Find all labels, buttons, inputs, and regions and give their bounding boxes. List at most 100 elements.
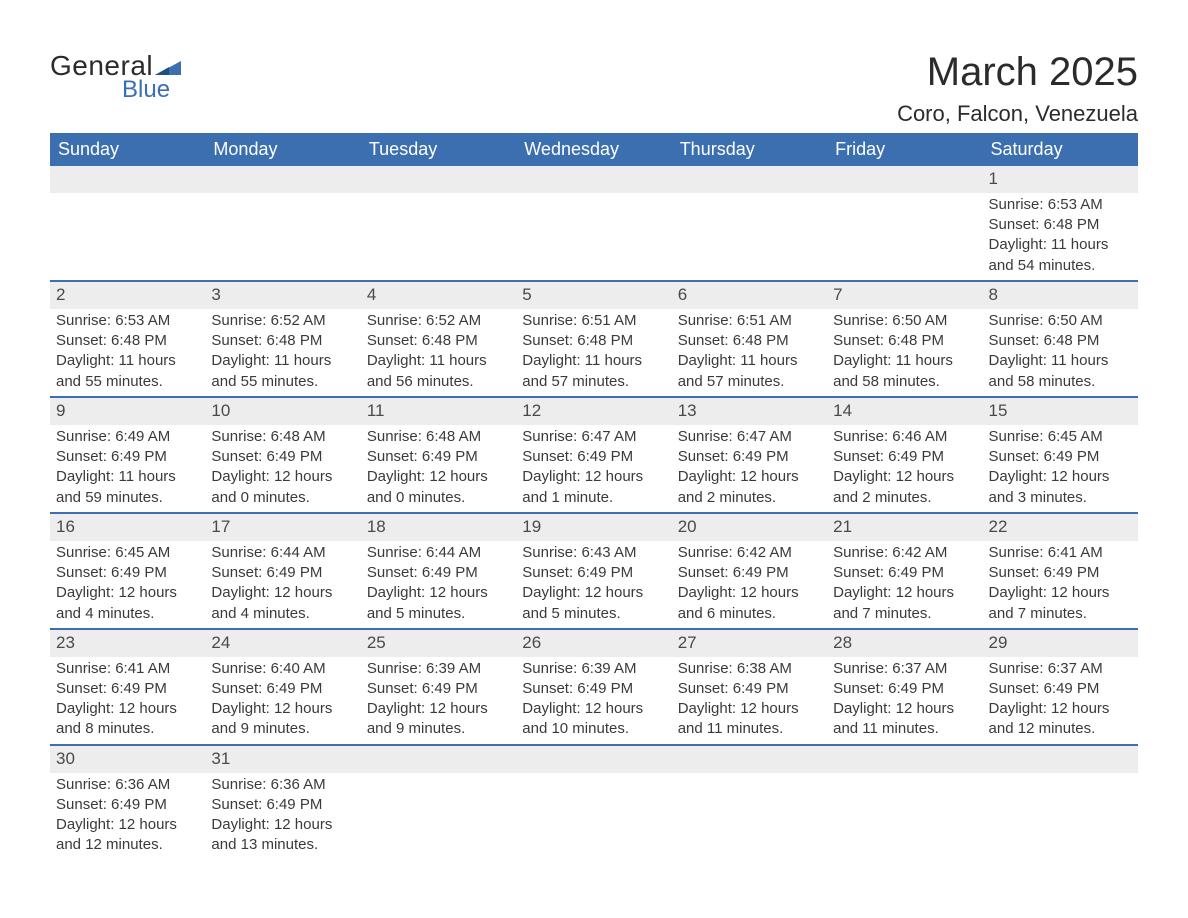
cell-dl2: and 7 minutes. <box>989 604 1132 624</box>
calendar-cell <box>516 745 671 860</box>
cell-sunrise: Sunrise: 6:52 AM <box>211 311 354 331</box>
cell-sunrise: Sunrise: 6:44 AM <box>211 543 354 563</box>
cell-dl1: Daylight: 11 hours <box>211 351 354 371</box>
cell-sunrise: Sunrise: 6:52 AM <box>367 311 510 331</box>
cell-sunrise: Sunrise: 6:49 AM <box>56 427 199 447</box>
day-number <box>205 166 360 193</box>
day-number: 9 <box>50 398 205 425</box>
cell-dl1: Daylight: 11 hours <box>56 467 199 487</box>
calendar-cell <box>205 166 360 281</box>
cell-dl2: and 8 minutes. <box>56 719 199 739</box>
cell-dl2: and 54 minutes. <box>989 256 1132 276</box>
cell-sunset: Sunset: 6:49 PM <box>56 447 199 467</box>
cell-sunrise: Sunrise: 6:37 AM <box>833 659 976 679</box>
day-number: 13 <box>672 398 827 425</box>
day-number: 29 <box>983 630 1138 657</box>
cell-sunset: Sunset: 6:49 PM <box>367 679 510 699</box>
cell-sunrise: Sunrise: 6:36 AM <box>211 775 354 795</box>
cell-dl1: Daylight: 12 hours <box>833 699 976 719</box>
cell-sunset: Sunset: 6:48 PM <box>989 331 1132 351</box>
cell-dl1: Daylight: 12 hours <box>367 467 510 487</box>
calendar-cell: 22Sunrise: 6:41 AMSunset: 6:49 PMDayligh… <box>983 513 1138 629</box>
cell-dl2: and 4 minutes. <box>56 604 199 624</box>
cell-sunset: Sunset: 6:49 PM <box>833 447 976 467</box>
cell-sunrise: Sunrise: 6:51 AM <box>678 311 821 331</box>
day-number: 21 <box>827 514 982 541</box>
cell-dl1: Daylight: 12 hours <box>211 815 354 835</box>
cell-dl2: and 57 minutes. <box>522 372 665 392</box>
cell-sunset: Sunset: 6:49 PM <box>522 447 665 467</box>
cell-sunrise: Sunrise: 6:53 AM <box>56 311 199 331</box>
cell-dl2: and 11 minutes. <box>678 719 821 739</box>
day-number <box>516 166 671 193</box>
cell-dl2: and 9 minutes. <box>211 719 354 739</box>
calendar-cell: 14Sunrise: 6:46 AMSunset: 6:49 PMDayligh… <box>827 397 982 513</box>
day-number: 5 <box>516 282 671 309</box>
day-number: 6 <box>672 282 827 309</box>
calendar-cell: 3Sunrise: 6:52 AMSunset: 6:48 PMDaylight… <box>205 281 360 397</box>
cell-sunset: Sunset: 6:49 PM <box>211 563 354 583</box>
cell-dl2: and 5 minutes. <box>367 604 510 624</box>
day-number: 14 <box>827 398 982 425</box>
cell-sunrise: Sunrise: 6:42 AM <box>833 543 976 563</box>
calendar-cell: 19Sunrise: 6:43 AMSunset: 6:49 PMDayligh… <box>516 513 671 629</box>
calendar-cell: 27Sunrise: 6:38 AMSunset: 6:49 PMDayligh… <box>672 629 827 745</box>
day-number: 23 <box>50 630 205 657</box>
cell-dl1: Daylight: 12 hours <box>989 467 1132 487</box>
calendar-cell: 16Sunrise: 6:45 AMSunset: 6:49 PMDayligh… <box>50 513 205 629</box>
day-number: 27 <box>672 630 827 657</box>
cell-dl2: and 5 minutes. <box>522 604 665 624</box>
calendar-cell: 8Sunrise: 6:50 AMSunset: 6:48 PMDaylight… <box>983 281 1138 397</box>
cell-sunrise: Sunrise: 6:38 AM <box>678 659 821 679</box>
cell-sunset: Sunset: 6:49 PM <box>833 679 976 699</box>
cell-sunset: Sunset: 6:48 PM <box>522 331 665 351</box>
cell-dl2: and 3 minutes. <box>989 488 1132 508</box>
day-number: 25 <box>361 630 516 657</box>
cell-dl1: Daylight: 12 hours <box>989 583 1132 603</box>
cell-sunset: Sunset: 6:49 PM <box>678 563 821 583</box>
cell-dl1: Daylight: 12 hours <box>56 583 199 603</box>
title-block: March 2025 Coro, Falcon, Venezuela <box>897 50 1138 127</box>
cell-dl1: Daylight: 12 hours <box>211 699 354 719</box>
cell-dl1: Daylight: 12 hours <box>678 583 821 603</box>
cell-sunset: Sunset: 6:49 PM <box>211 447 354 467</box>
col-header: Tuesday <box>361 133 516 166</box>
calendar-cell: 5Sunrise: 6:51 AMSunset: 6:48 PMDaylight… <box>516 281 671 397</box>
cell-dl1: Daylight: 12 hours <box>678 467 821 487</box>
cell-sunset: Sunset: 6:48 PM <box>56 331 199 351</box>
cell-dl1: Daylight: 12 hours <box>833 467 976 487</box>
cell-sunset: Sunset: 6:49 PM <box>678 679 821 699</box>
calendar-cell <box>827 745 982 860</box>
cell-dl1: Daylight: 12 hours <box>367 699 510 719</box>
cell-dl1: Daylight: 12 hours <box>56 699 199 719</box>
calendar-table: Sunday Monday Tuesday Wednesday Thursday… <box>50 133 1138 860</box>
logo-flag-icon <box>155 57 181 75</box>
cell-sunset: Sunset: 6:49 PM <box>56 679 199 699</box>
cell-sunset: Sunset: 6:48 PM <box>678 331 821 351</box>
cell-sunrise: Sunrise: 6:50 AM <box>833 311 976 331</box>
day-number: 3 <box>205 282 360 309</box>
calendar-cell: 23Sunrise: 6:41 AMSunset: 6:49 PMDayligh… <box>50 629 205 745</box>
cell-dl2: and 58 minutes. <box>833 372 976 392</box>
cell-dl1: Daylight: 12 hours <box>522 467 665 487</box>
calendar-cell: 2Sunrise: 6:53 AMSunset: 6:48 PMDaylight… <box>50 281 205 397</box>
calendar-cell <box>672 166 827 281</box>
calendar-header-row: Sunday Monday Tuesday Wednesday Thursday… <box>50 133 1138 166</box>
cell-dl2: and 55 minutes. <box>211 372 354 392</box>
cell-sunrise: Sunrise: 6:41 AM <box>989 543 1132 563</box>
calendar-week-row: 1Sunrise: 6:53 AMSunset: 6:48 PMDaylight… <box>50 166 1138 281</box>
calendar-cell: 29Sunrise: 6:37 AMSunset: 6:49 PMDayligh… <box>983 629 1138 745</box>
day-number <box>827 166 982 193</box>
calendar-cell <box>361 166 516 281</box>
day-number <box>827 746 982 773</box>
cell-sunrise: Sunrise: 6:47 AM <box>678 427 821 447</box>
calendar-cell <box>361 745 516 860</box>
cell-dl1: Daylight: 11 hours <box>989 351 1132 371</box>
logo: General Blue <box>50 50 181 104</box>
day-number: 7 <box>827 282 982 309</box>
day-number: 22 <box>983 514 1138 541</box>
day-number: 12 <box>516 398 671 425</box>
day-number: 26 <box>516 630 671 657</box>
calendar-cell: 10Sunrise: 6:48 AMSunset: 6:49 PMDayligh… <box>205 397 360 513</box>
day-number: 18 <box>361 514 516 541</box>
